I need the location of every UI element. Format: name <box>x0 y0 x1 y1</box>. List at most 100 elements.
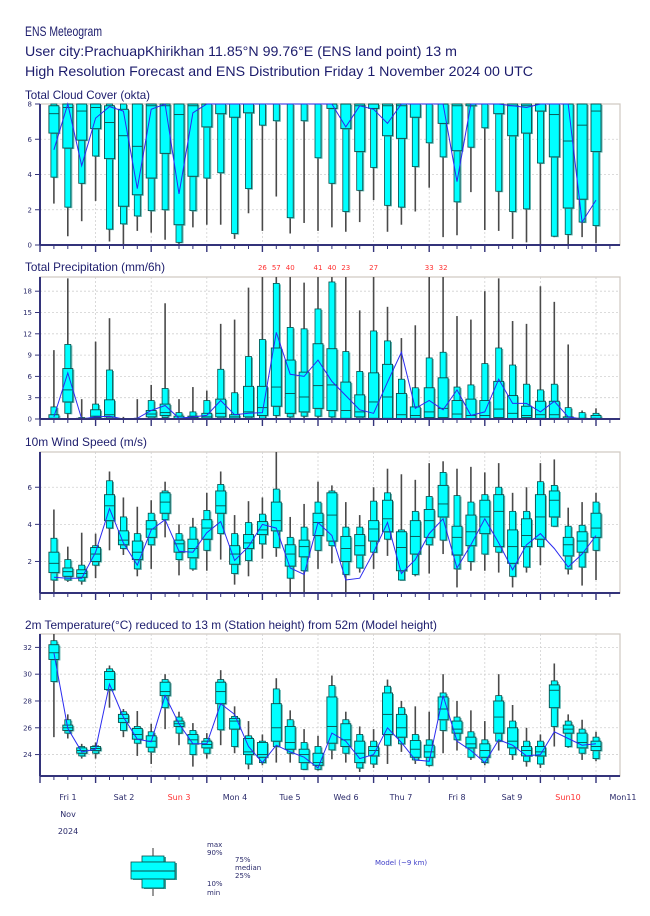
precip-iqr-box <box>298 371 310 413</box>
temp-iqr-box <box>340 723 352 747</box>
precip-y-tick-label: 6 <box>28 373 33 381</box>
temp-iqr-box <box>382 692 393 735</box>
wind-y-tick-label: 6 <box>28 484 33 492</box>
temp-iqr-box <box>548 684 560 709</box>
wind-iqr-box <box>62 567 74 577</box>
precip-overflow-max-label: 23 <box>341 264 350 272</box>
legend-min-label: min <box>207 889 220 897</box>
precip-iqr-box <box>437 377 449 419</box>
cloud-p10-p90-box <box>245 103 252 189</box>
precip-iqr-box <box>521 405 532 419</box>
temp-y-tick-label: 24 <box>23 751 32 759</box>
year-label: 2024 <box>58 827 78 836</box>
temp-iqr-box <box>507 727 519 749</box>
cloud-p10-p90-box <box>467 103 475 148</box>
wind-iqr-box <box>590 512 602 538</box>
cloud-iqr-box <box>493 103 505 115</box>
cloud-p10-p90-box <box>537 103 544 164</box>
cloud-y-tick-label: 6 <box>28 136 33 144</box>
precip-iqr-box <box>382 363 393 419</box>
precip-iqr-box <box>507 395 519 420</box>
day-label: Mon11 <box>609 793 636 802</box>
precip-iqr-box <box>90 409 102 419</box>
temp-iqr-box <box>368 746 380 757</box>
cloud-iqr-box <box>145 103 157 179</box>
precip-iqr-box <box>368 372 380 419</box>
cloud-p10-p90-box <box>314 103 322 159</box>
temp-iqr-box <box>576 732 588 749</box>
precip-iqr-box <box>312 343 324 409</box>
temp-iqr-box <box>590 740 602 751</box>
cloud-p10-p90-box <box>425 103 433 144</box>
wind-iqr-box <box>493 494 505 548</box>
cloud-iqr-box <box>548 103 560 158</box>
temp-iqr-box <box>395 713 407 738</box>
wind-iqr-box <box>548 490 560 518</box>
precip-y-tick-label: 18 <box>23 288 32 296</box>
precip-iqr-box <box>451 400 463 420</box>
wind-iqr-box <box>90 547 102 562</box>
time-axis-labels: Fri 1 Sat 2 Sun 3 Mon 4 Tue 5 Wed 6 Thu … <box>58 793 637 836</box>
location-line: User city:PrachuapKhirikhan 11.85°N 99.7… <box>25 43 457 59</box>
legend-p90-label: 90% <box>207 849 223 857</box>
wind-iqr-box <box>131 540 143 561</box>
cloud-iqr-box <box>62 103 74 149</box>
wind-iqr-box <box>173 539 185 553</box>
temp-iqr-box <box>256 742 268 758</box>
wind-iqr-box <box>576 531 588 553</box>
cloud-y-tick-label: 8 <box>28 101 32 109</box>
precip-iqr-box <box>284 359 296 414</box>
wind-y-tick-label: 4 <box>28 521 33 529</box>
day-label: Sun 3 <box>168 793 191 802</box>
wind-iqr-box <box>340 535 352 562</box>
legend: max 90% 75% median 25% 10% min Model (~9… <box>130 841 427 897</box>
legend-p75-label: 75% <box>235 856 251 864</box>
cloud-p10-p90-box <box>231 103 239 234</box>
meteogram-title: ENS Meteogram <box>25 23 102 39</box>
precip-iqr-box <box>104 399 115 418</box>
cloud-iqr-box <box>48 105 60 134</box>
month-label: Nov <box>60 810 76 819</box>
wind-iqr-box <box>215 490 227 514</box>
cloud-cover-title: Total Cloud Cover (okta) <box>25 88 150 102</box>
precip-iqr-box <box>340 381 352 419</box>
cloud-iqr-box <box>117 108 129 207</box>
wind-iqr-box <box>48 551 60 574</box>
cloud-iqr-box <box>368 103 380 109</box>
cloud-iqr-box <box>201 103 213 128</box>
temp-iqr-box <box>465 736 477 749</box>
wind-iqr-box <box>423 509 435 538</box>
cloud-iqr-box <box>90 103 102 130</box>
precipitation-panel: Total Precipitation (mm/6h) 0 3 6 9 12 15 18 26… <box>23 260 621 426</box>
wind-iqr-box <box>368 520 380 542</box>
wind-speed-title: 10m Wind Speed (m/s) <box>25 435 147 449</box>
cloud-iqr-box <box>451 103 463 152</box>
precip-p10-p90-box <box>161 388 169 418</box>
precip-iqr-box <box>326 348 338 411</box>
wind-iqr-box <box>256 521 268 536</box>
cloud-iqr-box <box>340 103 352 130</box>
wind-iqr-box <box>201 519 213 540</box>
wind-iqr-box <box>451 525 463 556</box>
day-label: Sat 2 <box>114 793 135 802</box>
cloud-iqr-box <box>409 103 421 118</box>
temp-y-tick-label: 32 <box>23 644 32 652</box>
precip-iqr-box <box>423 387 435 419</box>
wind-iqr-box <box>159 492 171 514</box>
temperature-panel: 2m Temperature(°C) reduced to 13 m (Stat… <box>23 618 621 783</box>
cloud-iqr-box <box>590 103 602 153</box>
cloud-cover-panel: Total Cloud Cover (okta) 0 2 4 6 8 <box>25 88 621 252</box>
wind-y-tick-label: 2 <box>28 558 32 566</box>
wind-iqr-box <box>284 544 296 567</box>
wind-iqr-box <box>521 518 532 548</box>
day-label: Wed 6 <box>333 793 358 802</box>
wind-iqr-box <box>229 545 241 565</box>
precip-y-tick-label: 3 <box>28 394 32 402</box>
temp-p10-p90-box <box>231 715 239 747</box>
day-label: Fri 1 <box>59 793 76 802</box>
day-label: Tue 5 <box>278 793 300 802</box>
cloud-y-tick-label: 4 <box>28 171 33 179</box>
cloud-iqr-box <box>131 103 143 196</box>
cloud-p10-p90-box <box>106 103 113 230</box>
day-label: Mon 4 <box>223 793 248 802</box>
